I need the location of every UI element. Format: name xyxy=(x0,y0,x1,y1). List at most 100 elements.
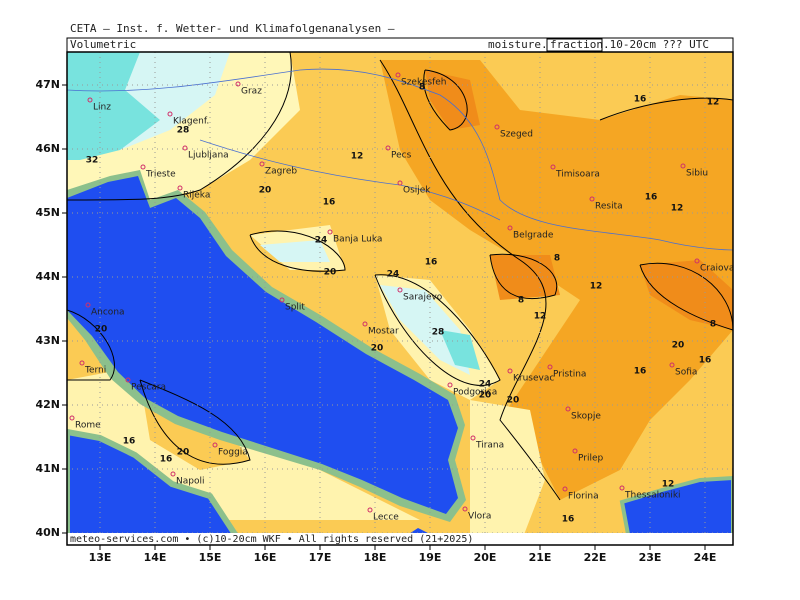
footer-bar xyxy=(67,533,733,545)
city-marker xyxy=(547,364,553,370)
contour-label: 12 xyxy=(707,98,720,108)
field-lightcyan xyxy=(380,285,470,375)
lon-label: 21E xyxy=(529,551,552,564)
field-cyan xyxy=(67,52,160,160)
lat-label: 47N xyxy=(35,78,60,91)
city-marker xyxy=(182,145,188,151)
field-deep xyxy=(490,255,560,300)
city-marker xyxy=(507,368,513,374)
lon-label: 19E xyxy=(419,551,442,564)
contour-label: 16 xyxy=(645,193,658,203)
city-marker xyxy=(177,185,183,191)
city-label: Napoli xyxy=(176,477,204,487)
map-frame xyxy=(66,51,734,546)
city-label: Mostar xyxy=(368,327,399,337)
city-label: Linz xyxy=(93,103,111,113)
lon-label: 13E xyxy=(89,551,112,564)
lon-label: 22E xyxy=(584,551,607,564)
city-marker xyxy=(470,435,476,441)
city-label: Sofia xyxy=(675,368,697,378)
city-marker xyxy=(212,442,218,448)
city-marker xyxy=(235,81,241,87)
city-marker xyxy=(494,124,500,130)
city-marker xyxy=(167,111,173,117)
tyrrhenian-sea xyxy=(67,428,246,545)
city-marker xyxy=(680,163,686,169)
boxed-frame xyxy=(546,38,603,52)
city-label: Zagreb xyxy=(265,167,297,177)
city-label: Florina xyxy=(568,492,599,502)
city-marker xyxy=(85,302,91,308)
river xyxy=(199,139,501,221)
city-marker xyxy=(669,362,675,368)
contour-label: 12 xyxy=(662,480,675,490)
contour-line xyxy=(379,59,561,501)
contour-label: 16 xyxy=(160,455,173,465)
city-marker xyxy=(397,287,403,293)
city-marker xyxy=(385,145,391,151)
lon-label: 20E xyxy=(474,551,497,564)
lon-label: 23E xyxy=(639,551,662,564)
contour-label: 20 xyxy=(479,391,492,401)
field-cyan xyxy=(440,330,480,370)
city-label: Krusevac xyxy=(513,374,554,384)
contour-label: 12 xyxy=(534,312,547,322)
city-label: Podgorica xyxy=(453,388,497,398)
lat-label: 43N xyxy=(35,334,60,347)
city-marker xyxy=(170,471,176,477)
city-label: Resita xyxy=(595,202,623,212)
right-boxed: fraction xyxy=(550,38,603,51)
city-label: Terni xyxy=(84,366,106,376)
city-label: Skopje xyxy=(571,412,601,422)
field-lightcyan xyxy=(260,240,330,262)
contour-label: 8 xyxy=(554,254,560,264)
contour-label: 12 xyxy=(351,152,364,162)
contour-label: 16 xyxy=(699,356,712,366)
city-label: Belgrade xyxy=(513,231,554,241)
city-marker xyxy=(447,382,453,388)
city-label: Sarajevo xyxy=(403,293,443,303)
footer-text: meteo-services.com • (c)10-20cm WKF • Al… xyxy=(70,534,473,545)
contour-label: 32 xyxy=(86,156,99,166)
contour-label: 20 xyxy=(177,448,190,458)
city-marker xyxy=(462,506,468,512)
city-marker xyxy=(259,161,265,167)
river xyxy=(67,68,733,251)
field-orange xyxy=(380,60,733,500)
contour-line xyxy=(423,69,468,131)
city-marker xyxy=(550,164,556,170)
rivers xyxy=(67,68,733,251)
city-label: Split xyxy=(285,303,305,313)
contour-line xyxy=(249,230,346,272)
contour-label: 8 xyxy=(419,83,425,93)
city-label: Klagenf. xyxy=(173,117,209,127)
lon-label: 14E xyxy=(144,551,167,564)
contour-label: 20 xyxy=(672,341,685,351)
contour-label: 20 xyxy=(324,268,337,278)
lat-label: 42N xyxy=(35,398,60,411)
city-marker xyxy=(125,377,131,383)
contour-label: 8 xyxy=(518,296,524,306)
city-label: Timisoara xyxy=(555,170,600,180)
contour-label: 16 xyxy=(634,95,647,105)
contour-label: 16 xyxy=(562,515,575,525)
contour-label: 8 xyxy=(710,320,716,330)
lat-label: 41N xyxy=(35,462,60,475)
contour-label: 16 xyxy=(123,437,136,447)
city-label: Szeged xyxy=(500,130,533,140)
lon-label: 16E xyxy=(254,551,277,564)
contour-label: 28 xyxy=(177,126,190,136)
city-marker xyxy=(565,406,571,412)
adriatic-sea xyxy=(67,176,458,514)
city-label: Foggia xyxy=(218,448,248,458)
city-marker xyxy=(507,225,513,231)
city-label: Prilep xyxy=(578,454,604,464)
contour-line xyxy=(374,274,501,386)
city-label: Osijek xyxy=(403,186,431,196)
contour-label: 12 xyxy=(590,282,603,292)
contour-line xyxy=(599,97,733,121)
lat-label: 46N xyxy=(35,142,60,155)
city-label: Trieste xyxy=(145,170,176,180)
